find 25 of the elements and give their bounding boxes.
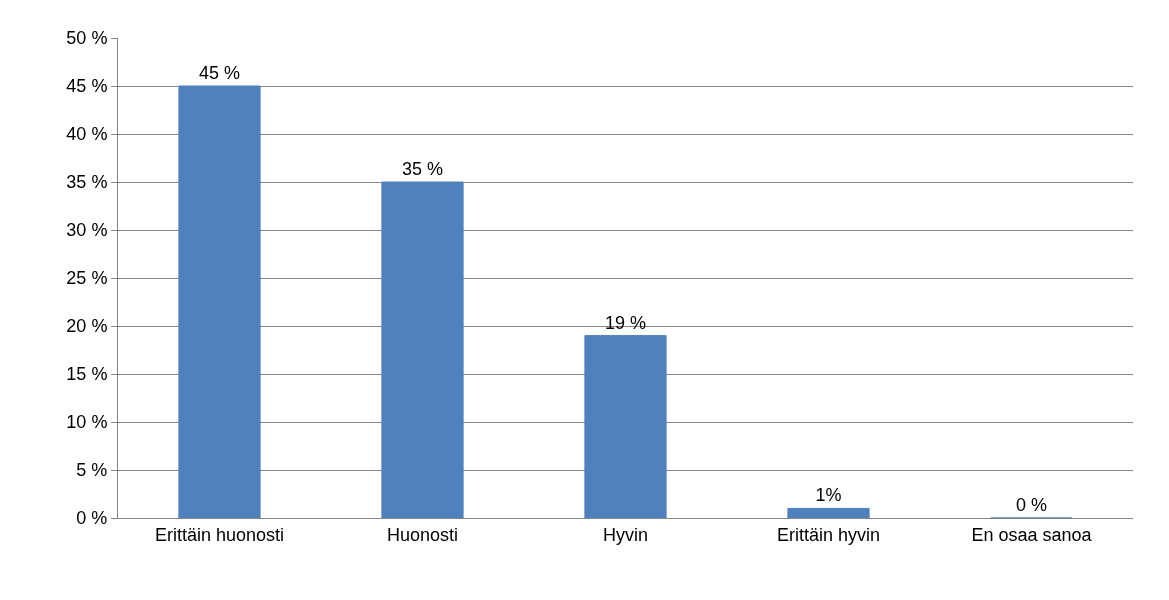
data-label: 19 %: [604, 312, 647, 333]
y-tick-label: 40 %: [66, 124, 108, 145]
y-tick-label: 10 %: [66, 412, 108, 433]
bar: [178, 85, 261, 518]
y-tick-label: 5 %: [76, 460, 108, 481]
x-tick-label: Erittäin hyvin: [776, 524, 881, 545]
data-label: 45 %: [198, 63, 241, 83]
x-tick-label: Huonosti: [386, 524, 459, 545]
y-tick-label: 35 %: [66, 172, 108, 193]
bar: [787, 507, 870, 518]
data-label: 0 %: [1015, 495, 1048, 515]
y-tick-label: 25 %: [66, 268, 108, 289]
y-tick-label: 20 %: [66, 316, 108, 337]
y-tick-label: 45 %: [66, 76, 108, 97]
y-tick-label: 0 %: [76, 508, 108, 529]
y-tick-label: 15 %: [66, 364, 108, 385]
bar: [584, 335, 667, 518]
bar: [381, 181, 464, 518]
x-tick-label: Erittäin huonosti: [154, 524, 285, 545]
x-tick-label: En osaa sanoa: [971, 524, 1093, 545]
x-tick-label: Hyvin: [602, 524, 649, 545]
data-label: 35 %: [401, 159, 444, 179]
data-label: 1%: [815, 485, 842, 506]
y-tick-label: 50 %: [66, 28, 108, 49]
y-tick-label: 30 %: [66, 220, 108, 241]
